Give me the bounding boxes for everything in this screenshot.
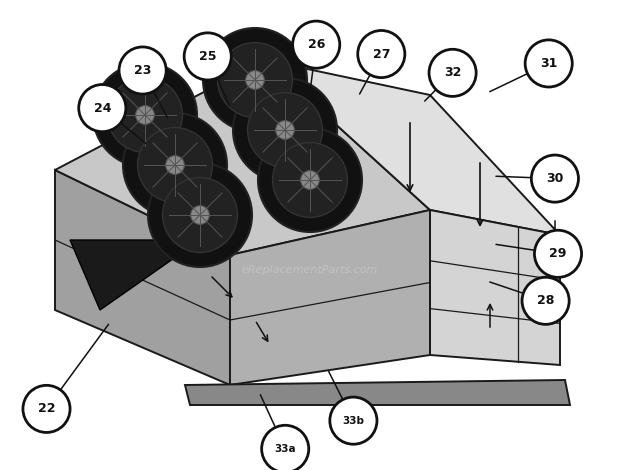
Circle shape: [79, 85, 126, 132]
Text: 22: 22: [38, 402, 55, 415]
Circle shape: [203, 28, 307, 132]
Circle shape: [233, 78, 337, 182]
Circle shape: [162, 178, 237, 252]
Text: 30: 30: [546, 172, 564, 185]
Circle shape: [262, 425, 309, 470]
Text: 27: 27: [373, 47, 390, 61]
Text: 33a: 33a: [275, 444, 296, 454]
Circle shape: [247, 93, 322, 167]
Polygon shape: [55, 170, 230, 385]
Circle shape: [534, 230, 582, 277]
Polygon shape: [230, 210, 430, 385]
Circle shape: [246, 70, 264, 89]
Circle shape: [358, 31, 405, 78]
Circle shape: [525, 40, 572, 87]
Circle shape: [166, 156, 184, 174]
Circle shape: [136, 106, 154, 125]
Text: eReplacementParts.com: eReplacementParts.com: [242, 265, 378, 275]
Text: 31: 31: [540, 57, 557, 70]
Text: 28: 28: [537, 294, 554, 307]
Text: 26: 26: [308, 38, 325, 51]
Circle shape: [293, 21, 340, 68]
Polygon shape: [265, 60, 560, 235]
Circle shape: [190, 206, 210, 224]
Circle shape: [276, 121, 294, 140]
Polygon shape: [185, 380, 570, 405]
Circle shape: [107, 78, 182, 152]
Text: 23: 23: [134, 64, 151, 77]
Polygon shape: [55, 60, 430, 255]
Circle shape: [138, 127, 213, 203]
Text: 25: 25: [199, 50, 216, 63]
Circle shape: [429, 49, 476, 96]
Text: 29: 29: [549, 247, 567, 260]
Circle shape: [184, 33, 231, 80]
Circle shape: [123, 113, 227, 217]
Text: 24: 24: [94, 102, 111, 115]
Polygon shape: [430, 210, 560, 365]
Polygon shape: [70, 240, 200, 310]
Circle shape: [522, 277, 569, 324]
Circle shape: [218, 43, 293, 118]
Circle shape: [93, 63, 197, 167]
Circle shape: [531, 155, 578, 202]
Circle shape: [148, 163, 252, 267]
Circle shape: [23, 385, 70, 432]
Text: 33b: 33b: [342, 415, 365, 426]
Text: 32: 32: [444, 66, 461, 79]
Circle shape: [119, 47, 166, 94]
Circle shape: [258, 128, 362, 232]
Circle shape: [273, 142, 347, 218]
Circle shape: [330, 397, 377, 444]
Circle shape: [301, 171, 319, 189]
